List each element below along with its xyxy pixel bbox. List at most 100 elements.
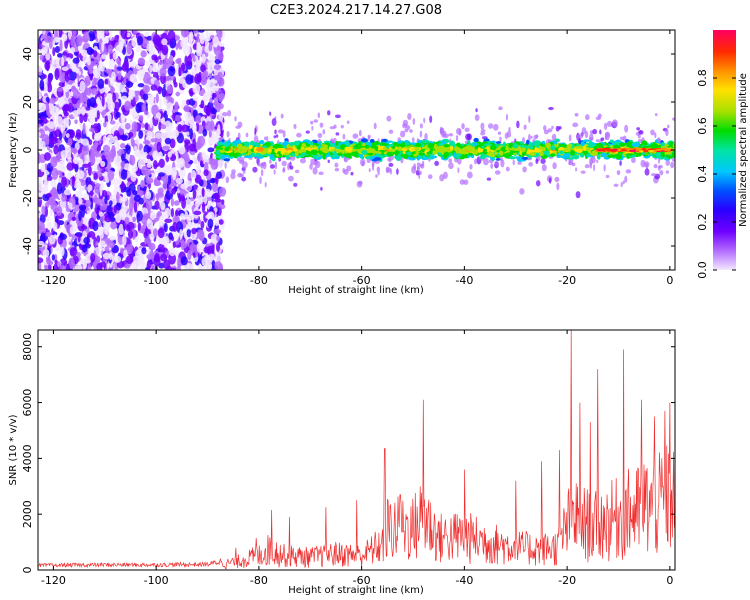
spectrogram-cell (108, 252, 113, 261)
spectrogram-cell (140, 179, 145, 189)
spectrogram-cell (558, 144, 566, 147)
spectrogram-cell (83, 258, 88, 269)
spectrogram-cell (603, 164, 606, 172)
spectrogram-cell (124, 216, 130, 225)
spectrogram-cell (121, 95, 128, 101)
spectrogram-cell (90, 252, 96, 263)
spectrogram-cell (78, 185, 85, 192)
spectrogram-cell (117, 179, 122, 185)
spectrogram-cell (38, 179, 43, 192)
spectrogram-cell (535, 134, 539, 138)
spectrogram-cell (146, 35, 153, 41)
spectrogram-cell (340, 124, 344, 129)
spectrogram-cell (180, 62, 186, 72)
spectrogram-cell (377, 171, 380, 176)
spectrogram-cell (140, 225, 146, 234)
spectrogram-cell (151, 54, 158, 61)
spectrogram-cell (168, 55, 174, 66)
spectrogram-cell (119, 247, 124, 254)
spectrogram-cell (160, 201, 166, 211)
spectrogram-cell (189, 31, 193, 37)
spectrogram-cell (486, 177, 492, 181)
spectrogram-cell (189, 243, 197, 253)
spectrogram-cell (157, 227, 165, 239)
spectrogram-cell (218, 219, 224, 225)
spectrogram-cell (194, 73, 202, 85)
spectrogram-cell (125, 122, 131, 130)
spectrogram-cell (46, 221, 52, 231)
spectrogram-cell (423, 117, 426, 124)
spectrogram-cell (495, 158, 501, 161)
spectrogram-cell (107, 44, 113, 55)
spectrogram-cell (480, 131, 486, 136)
spectrogram-cell (208, 130, 212, 138)
spectrogram-cell (170, 149, 175, 154)
spectrogram-cell (52, 221, 58, 232)
spectrogram-cell (455, 135, 459, 142)
spectrogram-cell (361, 156, 365, 160)
spectrogram-cell (54, 46, 61, 53)
spectrogram-cell (512, 159, 515, 166)
spectrogram-cell (52, 46, 56, 57)
spectrogram-cell (162, 63, 167, 70)
spectrogram-cell (38, 119, 44, 124)
spectrogram-cell (209, 97, 213, 104)
spectrogram-cell (604, 122, 608, 130)
spectrogram-cell (409, 129, 413, 133)
spectrogram-cell (650, 173, 657, 177)
spectrogram-cell (108, 153, 115, 163)
spectrogram-cell (157, 86, 162, 95)
spectrogram-cell (188, 143, 197, 152)
spectrogram-cell (63, 117, 70, 128)
spectrogram-cell (552, 162, 557, 170)
spectrogram-cell (170, 197, 175, 207)
spectrogram-cell (160, 238, 165, 245)
spectrogram-cell (86, 87, 92, 96)
spectrogram-cell (107, 240, 115, 249)
spectrogram-cell (543, 125, 547, 131)
spectrogram-cell (213, 43, 218, 48)
spectrogram-cell (205, 120, 213, 131)
spectrogram-cell (152, 228, 159, 237)
spectrogram-cell (636, 127, 641, 131)
spectrogram-cell (317, 112, 321, 119)
spectrogram-cell (106, 134, 114, 145)
spectrogram-cell (86, 98, 91, 109)
spectrogram-cell (99, 231, 104, 239)
spectrogram-cell (45, 96, 50, 103)
spectrogram-cell (201, 201, 206, 213)
spectrogram-cell (203, 246, 211, 254)
spectrogram-cell (218, 42, 225, 47)
spectrogram-cell (455, 152, 460, 159)
spectrogram-cell (207, 78, 211, 90)
spectrogram-cell (242, 169, 246, 174)
spectrogram-cell (87, 263, 92, 270)
spectrogram-cell (149, 117, 153, 129)
spectrogram-cell (92, 220, 99, 232)
spectrogram-cell (624, 124, 629, 133)
spectrogram-cell (43, 180, 49, 191)
spectrogram-cell (508, 127, 511, 132)
spectrogram-cell (440, 127, 444, 133)
spectrogram-cell (135, 103, 142, 114)
spectrogram-cell (157, 210, 162, 217)
spectrogram-cell (528, 115, 531, 124)
spectrogram-cell (80, 225, 88, 230)
spectrogram-cell (103, 121, 107, 128)
spectrogram-cell (81, 144, 90, 156)
spectrogram-cell (208, 42, 213, 52)
spectrogram-cell (122, 234, 127, 246)
spectrogram-cell (79, 80, 86, 93)
spectrogram-cell (193, 210, 202, 216)
spectrogram-cell (49, 209, 54, 216)
spectrogram-cell (227, 140, 231, 146)
spectrogram-cell (168, 232, 173, 240)
spectrogram-cell (217, 51, 224, 61)
spectrogram-cell (166, 85, 173, 95)
spectrogram-cell (69, 46, 75, 53)
spectrogram-cell (146, 130, 153, 139)
spectrogram-cell (327, 159, 330, 164)
spectrogram-cell (385, 166, 390, 174)
spectrogram-cell (389, 168, 393, 175)
spectrogram-cell (172, 112, 176, 122)
